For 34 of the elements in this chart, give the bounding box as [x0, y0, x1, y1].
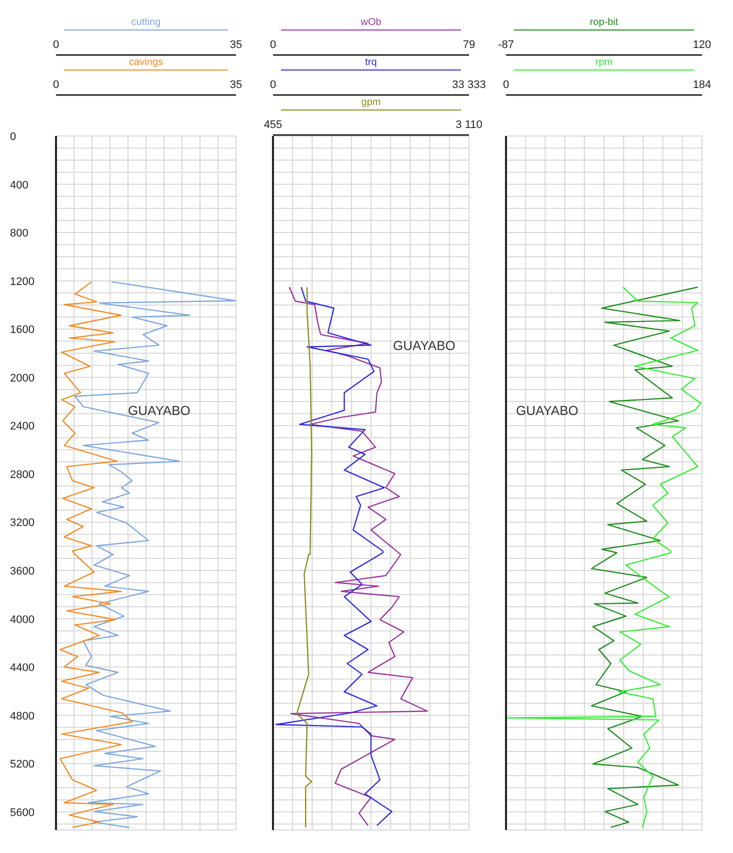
y-tick-label: 4000	[10, 614, 34, 626]
annotation: GUAYABO	[516, 403, 578, 418]
annotation: GUAYABO	[128, 403, 190, 418]
text: trq	[365, 57, 377, 68]
text: gpm	[361, 97, 381, 108]
y-tick-label: 2800	[10, 468, 34, 481]
text: cavings	[129, 57, 163, 68]
y-tick-label: 3200	[10, 517, 34, 530]
text: rop-bit	[590, 17, 618, 28]
line-series	[74, 281, 236, 828]
y-tick-label: 4400	[10, 662, 34, 674]
y-tick-label: 4800	[10, 710, 34, 722]
y-tick-label: 1600	[10, 324, 34, 336]
y-tick-label: 5600	[10, 806, 34, 819]
x-tick-label: 79	[462, 39, 476, 51]
x-tick-label: -87	[498, 39, 514, 51]
x-tick-label: 0	[270, 39, 276, 51]
x-tick-label: 455	[264, 119, 282, 131]
y-tick-label: 1200	[10, 276, 34, 288]
text: rpm	[595, 57, 613, 68]
y-tick-label: 5200	[10, 758, 34, 771]
y-tick-label: 800	[10, 228, 28, 240]
y-tick-label: 2400	[10, 420, 34, 433]
text: cutting	[131, 17, 161, 28]
y-tick-label: 3600	[10, 566, 34, 578]
y-tick-label: 400	[10, 179, 28, 192]
y-tick-label: 0	[10, 131, 16, 143]
x2-tick-label: 33 333	[452, 79, 486, 91]
text: wOb	[360, 17, 382, 28]
x2-tick-label: 184	[692, 79, 712, 91]
annotation: GUAYABO	[393, 338, 456, 353]
x-tick-label: 3 110	[456, 119, 482, 131]
x-tick-label: 120	[692, 39, 712, 51]
y-tick-label: 2000	[10, 372, 34, 384]
